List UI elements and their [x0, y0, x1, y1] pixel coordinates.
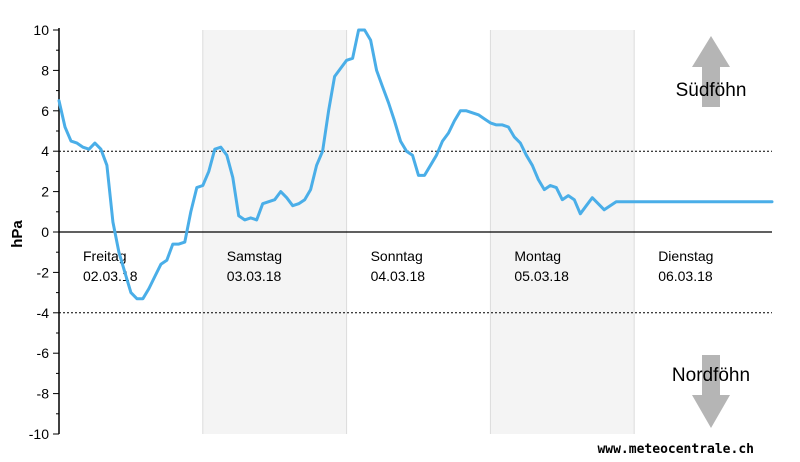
day-name-label: Montag [514, 248, 561, 264]
day-name-label: Dienstag [658, 248, 713, 264]
arrow-down-icon [692, 355, 730, 428]
credit-text: www.meteocentrale.ch [597, 442, 754, 457]
day-name-label: Sonntag [371, 248, 423, 264]
y-tick-label: 4 [41, 143, 49, 159]
day-date-label: 06.03.18 [658, 268, 713, 284]
day-date-label: 05.03.18 [514, 268, 569, 284]
day-name-label: Freitag [83, 248, 127, 264]
reference-lines [59, 150, 772, 314]
direction-arrows [692, 36, 730, 428]
arrow-up-icon [692, 36, 730, 107]
y-tick-labels: 10 8 6 4 2 0 -2 -4 -6 -8 -10 [29, 22, 49, 442]
y-tick-label: 0 [41, 224, 49, 240]
day-date-label: 02.03.18 [83, 268, 138, 284]
y-tick-label: 2 [41, 184, 49, 200]
pressure-difference-line [57, 28, 774, 301]
y-tick-label: -4 [37, 305, 50, 321]
day-name-label: Samstag [227, 248, 282, 264]
y-tick-label: 10 [33, 22, 49, 38]
nordfoehn-label: Nordföhn [672, 365, 750, 386]
day-labels: Freitag 02.03.18 Samstag 03.03.18 Sonntag 04.… [83, 248, 713, 284]
y-tick-label: 8 [41, 62, 49, 78]
y-tick-label: -10 [29, 426, 49, 442]
y-tick-label: 6 [41, 103, 49, 119]
y-tick-label: -8 [37, 386, 50, 402]
suedfoehn-label: Südföhn [676, 80, 747, 101]
y-axis [53, 28, 60, 435]
y-axis-label: hPa [9, 220, 26, 248]
y-tick-label: -2 [37, 264, 50, 280]
y-tick-label: -6 [37, 345, 50, 361]
day-date-label: 04.03.18 [371, 268, 426, 284]
day-date-label: 03.03.18 [227, 268, 282, 284]
